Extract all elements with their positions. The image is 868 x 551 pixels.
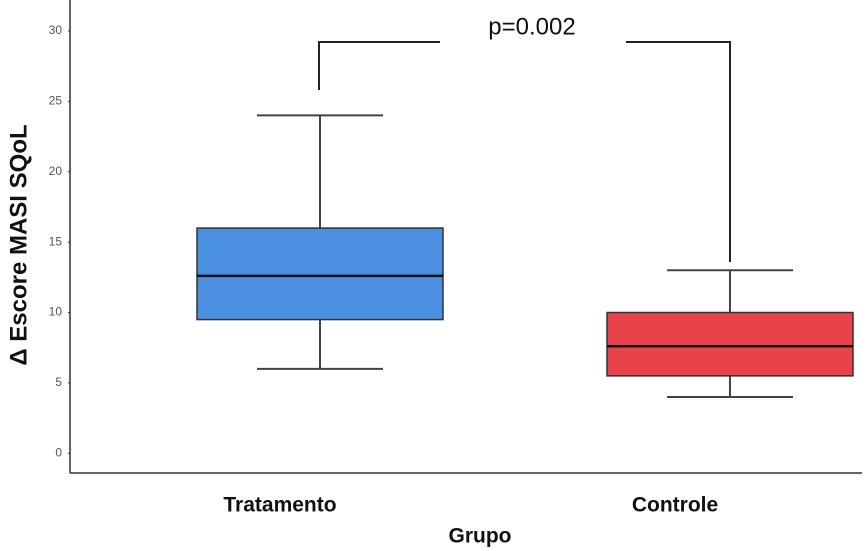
- significance-bracket: [318, 41, 731, 262]
- y-tick-label: 0: [55, 445, 62, 459]
- y-tick-label: 25: [49, 94, 63, 108]
- x-tick-label: Controle: [632, 494, 718, 517]
- y-tick-label: 20: [49, 164, 63, 178]
- y-tick-label: 5: [55, 375, 62, 389]
- box: [196, 227, 444, 321]
- y-tick-label: 30: [49, 23, 63, 37]
- annotation: p=0.002: [488, 13, 575, 40]
- box: [606, 311, 854, 377]
- x-axis-label: Grupo: [449, 525, 512, 548]
- y-tick-label: 10: [49, 305, 63, 319]
- y-tick-label: 15: [49, 234, 63, 248]
- y-axis-label: Δ Escore MASI SQoL: [5, 124, 32, 365]
- x-tick-label: Tratamento: [223, 494, 336, 517]
